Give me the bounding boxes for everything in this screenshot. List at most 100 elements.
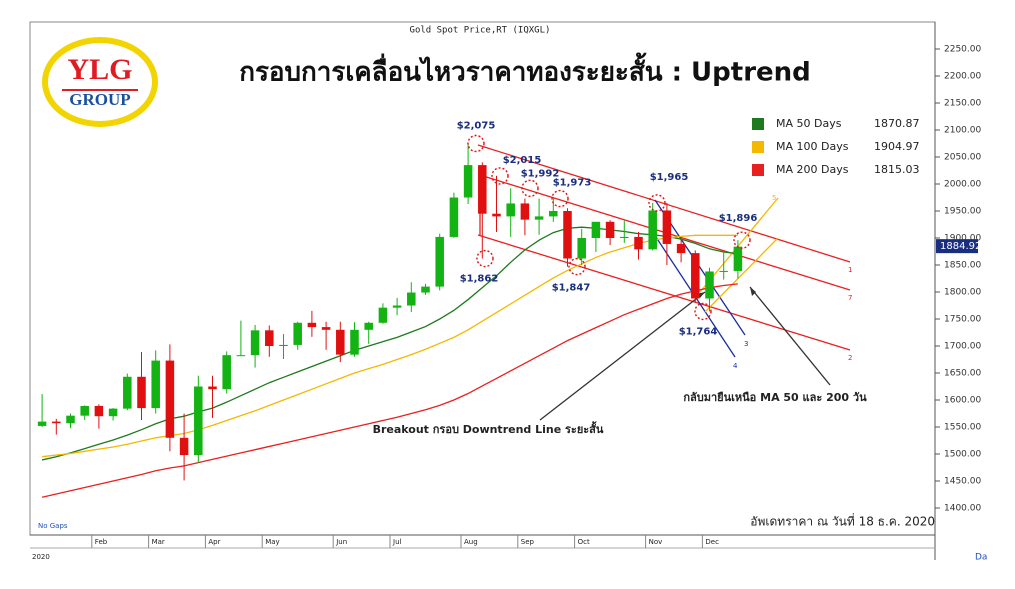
x-tick-label: Oct [578, 538, 590, 546]
legend-value: 1815.03 [874, 163, 920, 176]
candle-body [66, 415, 75, 424]
candle-body [336, 329, 345, 355]
y-tick-label: 1650.00 [944, 369, 981, 379]
candle-body [407, 292, 416, 306]
annotation: Breakout กรอบ Downtrend Line ระยะสั้น [373, 421, 604, 436]
price-label: $2,075 [457, 121, 496, 132]
candle-body [549, 211, 558, 217]
logo: YLG GROUP [42, 37, 158, 127]
y-tick-label: 2000.00 [944, 180, 981, 190]
price-label: $1,896 [719, 213, 758, 224]
arrow [749, 286, 831, 386]
price-circle [648, 194, 666, 212]
channel-line [477, 234, 851, 351]
legend-value: 1870.87 [874, 117, 920, 130]
candle-body [151, 360, 160, 409]
legend-label: MA 200 Days [776, 163, 849, 176]
line-label: 4 [733, 362, 738, 370]
price-circle [694, 302, 712, 321]
candle-body [108, 408, 118, 417]
candle-body [250, 330, 260, 356]
uptrend-line [704, 237, 779, 313]
price-label: $1,862 [460, 274, 499, 285]
y-tick-label: 1500.00 [944, 450, 981, 460]
x-tick-label: Jul [392, 538, 402, 546]
candle-body [492, 213, 501, 217]
candle-body [691, 253, 700, 299]
y-tick-label: 2200.00 [944, 72, 981, 82]
candle-body [52, 421, 61, 424]
legend-label: MA 100 Days [776, 140, 849, 153]
candle-body [591, 221, 601, 238]
x-tick-label: Jun [335, 538, 347, 546]
legend-swatch [752, 164, 764, 176]
legend-label: MA 50 Days [776, 117, 842, 130]
candle-body [563, 211, 572, 259]
candle-body [165, 360, 175, 438]
candle-body [463, 165, 473, 198]
line-label: 7 [848, 294, 852, 302]
y-tick-label: 2050.00 [944, 153, 981, 163]
candle-body [520, 203, 530, 220]
candle-body [222, 355, 231, 390]
candle-body [80, 405, 89, 416]
candle-body [705, 271, 714, 299]
x-tick-label: Sep [521, 538, 535, 546]
x-tick-label: Feb [95, 538, 108, 546]
y-tick-label: 2150.00 [944, 99, 981, 109]
source-title: Gold Spot Price,RT (IQXGL) [410, 26, 551, 36]
candle-body [350, 329, 359, 355]
last-price-label: 1884.92 [940, 241, 981, 252]
candle-body [648, 210, 657, 250]
candle-body [137, 376, 146, 409]
y-tick-label: 2100.00 [944, 126, 981, 136]
arrow [539, 291, 706, 421]
candle-body [94, 405, 104, 417]
candle-body [392, 305, 402, 308]
y-tick-label: 1800.00 [944, 288, 981, 298]
legend-swatch [752, 141, 764, 153]
price-label: $1,847 [552, 283, 591, 294]
price-circle [733, 231, 751, 249]
candle-body [37, 421, 47, 426]
last-price-tag [936, 239, 978, 254]
candle-body [307, 322, 317, 328]
candle-body [733, 246, 743, 271]
candle-body [194, 386, 203, 456]
candle-body [662, 210, 672, 244]
line-label: 3 [744, 340, 748, 348]
candles [37, 143, 743, 481]
x-tick-label: Aug [464, 538, 478, 546]
price-circle [467, 134, 485, 153]
candle-body [506, 203, 515, 217]
price-circle [521, 179, 539, 198]
candle-body [364, 322, 373, 330]
candle-body [421, 286, 430, 293]
candle-body [279, 344, 288, 346]
ma-line [41, 283, 738, 498]
candle-body [634, 236, 643, 250]
x-tick-label: Mar [152, 538, 165, 546]
logo-bottom: GROUP [69, 90, 130, 109]
price-label: $1,965 [650, 172, 689, 183]
year-label: 2020 [32, 553, 50, 561]
price-label: $2,015 [503, 155, 542, 166]
line-label: 5 [772, 194, 776, 202]
candle-body [208, 386, 217, 390]
price-label: $1,764 [679, 326, 718, 337]
candle-body [236, 355, 246, 357]
candle-body [676, 243, 686, 254]
x-tick-label: Dec [705, 538, 719, 546]
y-tick-label: 2250.00 [944, 45, 981, 55]
price-label: $1,973 [553, 178, 592, 189]
candle-body [620, 236, 629, 238]
line-label: 2 [848, 354, 852, 362]
annotation: กลับมายืนเหนือ MA 50 และ 200 วัน [683, 391, 867, 404]
legend-value: 1904.97 [874, 140, 920, 153]
gaps-label: No Gaps [38, 522, 68, 530]
logo-top: YLG [67, 53, 132, 86]
price-circle [476, 249, 494, 268]
channel-line [477, 144, 851, 263]
candle-body [321, 327, 331, 330]
